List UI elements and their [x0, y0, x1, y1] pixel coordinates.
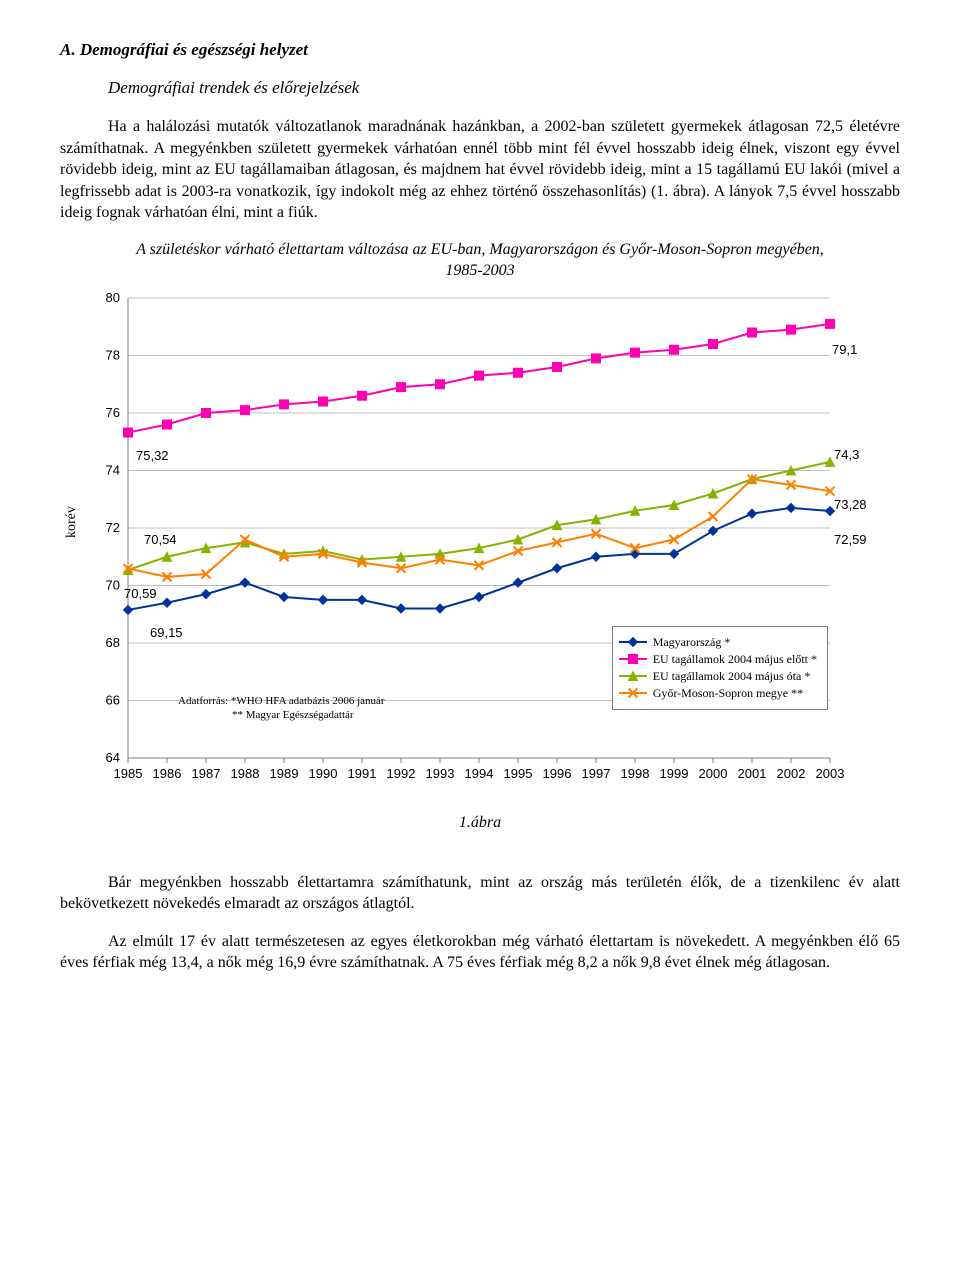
y-axis-label: korév — [64, 506, 80, 538]
chart-value-label: 79,1 — [832, 342, 857, 357]
chart-value-label: 74,3 — [834, 447, 859, 462]
chart-value-label: 72,59 — [834, 532, 867, 547]
svg-text:1990: 1990 — [309, 766, 338, 781]
svg-text:1992: 1992 — [387, 766, 416, 781]
chart-value-label: 69,15 — [150, 625, 183, 640]
svg-text:2001: 2001 — [738, 766, 767, 781]
svg-text:70: 70 — [106, 577, 120, 592]
svg-text:1994: 1994 — [465, 766, 494, 781]
svg-text:1988: 1988 — [231, 766, 260, 781]
life-expectancy-chart: korév 6466687072747678801985198619871988… — [70, 288, 890, 808]
svg-text:2002: 2002 — [777, 766, 806, 781]
svg-text:76: 76 — [106, 405, 120, 420]
svg-text:66: 66 — [106, 692, 120, 707]
svg-text:72: 72 — [106, 520, 120, 535]
section-title: A. Demográfiai és egészségi helyzet — [60, 40, 900, 60]
svg-text:1991: 1991 — [348, 766, 377, 781]
svg-text:1989: 1989 — [270, 766, 299, 781]
legend-label: EU tagállamok 2004 május előtt * — [653, 652, 817, 667]
svg-text:78: 78 — [106, 347, 120, 362]
legend-item: Magyarország * — [619, 635, 817, 650]
svg-text:2003: 2003 — [816, 766, 845, 781]
svg-text:1996: 1996 — [543, 766, 572, 781]
legend-item: EU tagállamok 2004 május előtt * — [619, 652, 817, 667]
chart-value-label: 73,28 — [834, 497, 867, 512]
chart-svg: 64 66 68 70 72 74 76 78 80 1985 1986 1987 1988 1989 19… — [70, 288, 890, 808]
source-line-1: Adatforrás: *WHO HFA adatbázis 2006 janu… — [178, 694, 385, 708]
source-line-2: ** Magyar Egészségadattár — [232, 708, 385, 722]
chart-title: A születéskor várható élettartam változá… — [120, 240, 840, 282]
svg-text:1999: 1999 — [660, 766, 689, 781]
svg-text:1997: 1997 — [582, 766, 611, 781]
svg-text:74: 74 — [106, 462, 120, 477]
paragraph-2: Bár megyénkben hosszabb élettartamra szá… — [60, 872, 900, 915]
svg-text:1993: 1993 — [426, 766, 455, 781]
chart-value-label: 75,32 — [136, 448, 169, 463]
legend-item: EU tagállamok 2004 május óta * — [619, 669, 817, 684]
paragraph-3: Az elmúlt 17 év alatt természetesen az e… — [60, 931, 900, 974]
paragraph-1: Ha a halálozási mutatók változatlanok ma… — [60, 116, 900, 224]
legend-item: Győr-Moson-Sopron megye ** — [619, 686, 817, 701]
svg-text:1987: 1987 — [192, 766, 221, 781]
svg-text:1985: 1985 — [114, 766, 143, 781]
chart-source-note: Adatforrás: *WHO HFA adatbázis 2006 janu… — [178, 694, 385, 723]
svg-text:64: 64 — [106, 750, 120, 765]
legend-label: Győr-Moson-Sopron megye ** — [653, 686, 803, 701]
svg-text:68: 68 — [106, 635, 120, 650]
legend-label: EU tagállamok 2004 május óta * — [653, 669, 811, 684]
legend-label: Magyarország * — [653, 635, 731, 650]
chart-legend: Magyarország * EU tagállamok 2004 május e… — [612, 626, 828, 710]
figure-label: 1.ábra — [60, 814, 900, 832]
svg-text:2000: 2000 — [699, 766, 728, 781]
svg-text:80: 80 — [106, 290, 120, 305]
chart-value-label: 70,59 — [124, 586, 157, 601]
svg-text:1995: 1995 — [504, 766, 533, 781]
svg-text:1998: 1998 — [621, 766, 650, 781]
chart-value-label: 70,54 — [144, 532, 177, 547]
subsection-title: Demográfiai trendek és előrejelzések — [108, 78, 900, 98]
svg-text:1986: 1986 — [153, 766, 182, 781]
